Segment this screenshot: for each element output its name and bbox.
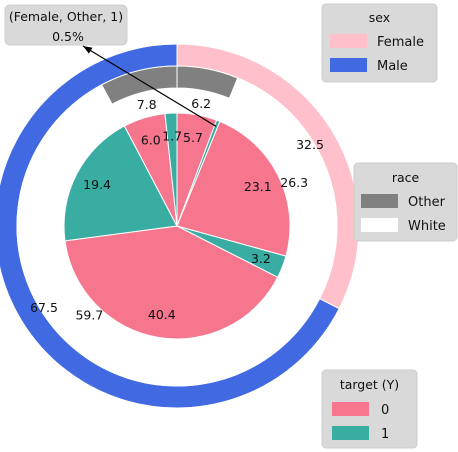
target-slice-female-white-0 — [176, 120, 291, 257]
legend-sex: sex Female Male — [321, 3, 438, 83]
slice-labels: 32.5 67.5 6.2 26.3 59.7 7.8 5.7 23.1 3.2 40.4 19.4… — [30, 96, 324, 323]
legend-sex-title: sex — [369, 10, 390, 25]
legend-label-male: Male — [377, 59, 408, 74]
target-label-male-other-0: 6.0 — [141, 132, 161, 147]
target-label-male-white-0: 40.4 — [148, 307, 176, 322]
target-label-male-white-1: 19.4 — [83, 177, 111, 192]
legend-race-title: race — [392, 170, 420, 185]
annotation-arrow — [82, 45, 217, 127]
race-label-male-other: 7.8 — [137, 97, 157, 112]
race-slice-male-white — [16, 84, 321, 387]
target-slice-male-other-1 — [164, 112, 178, 227]
race-label-female-other: 6.2 — [191, 96, 211, 111]
legend-swatch-target-0 — [332, 402, 369, 416]
legend-target-title: target (Y) — [340, 377, 399, 392]
legend-swatch-white — [361, 218, 398, 232]
annotation-callout: (Female, Other, 1) 0.5% — [4, 4, 217, 127]
pie-rings — [0, 43, 360, 409]
race-label-male-white: 59.7 — [75, 308, 103, 323]
legend-race: race Other White — [353, 162, 458, 242]
legend-label-other: Other — [408, 195, 446, 210]
annotation-arrow-head — [83, 46, 93, 54]
annotation-box — [4, 4, 128, 46]
sex-label-male: 67.5 — [30, 300, 58, 315]
legend-swatch-target-1 — [332, 426, 369, 440]
annotation-line-2: 0.5% — [52, 29, 84, 44]
annotation-arrow-line — [82, 45, 217, 127]
target-slice-male-white-1 — [63, 125, 178, 242]
target-label-female-white-0: 23.1 — [244, 179, 272, 194]
legend-swatch-female — [330, 34, 367, 48]
target-label-female-other-0: 5.7 — [183, 130, 203, 145]
legend-label-target-1: 1 — [381, 427, 389, 442]
sex-label-female: 32.5 — [296, 137, 324, 152]
race-slice-male-other — [101, 65, 178, 105]
legend-swatch-male — [330, 58, 367, 72]
target-label-female-white-1: 3.2 — [251, 251, 271, 266]
legend-label-female: Female — [377, 35, 424, 50]
target-label-male-other-1: 1.7 — [162, 129, 182, 144]
annotation-line-1: (Female, Other, 1) — [9, 9, 123, 24]
legend-swatch-other — [361, 194, 398, 208]
target-slice-male-white-0 — [64, 225, 279, 340]
race-label-female-white: 26.3 — [280, 175, 308, 190]
legend-label-target-0: 0 — [381, 403, 389, 418]
legend-target: target (Y) 0 1 — [321, 369, 418, 449]
legend-label-white: White — [408, 219, 446, 234]
